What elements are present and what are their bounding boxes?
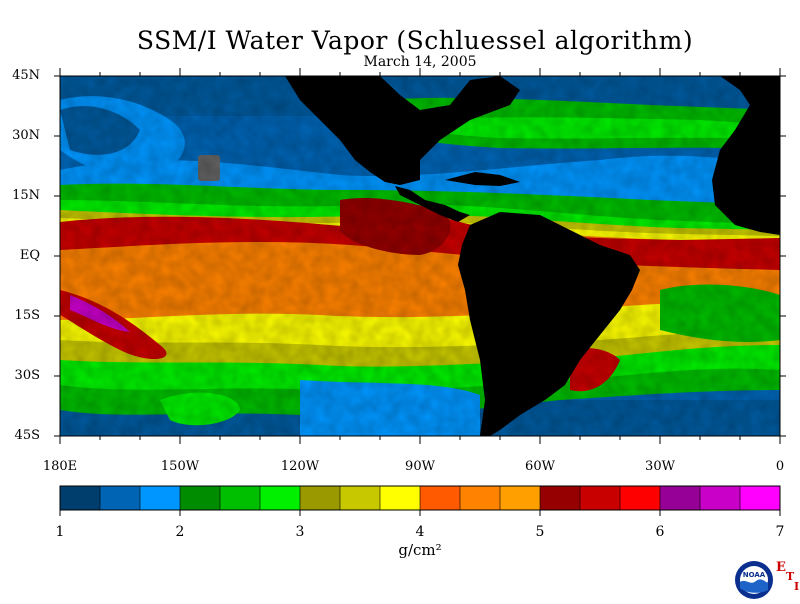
latitude-label: 45S: [14, 428, 40, 443]
map-title: SSM/I Water Vapor (Schluessel algorithm): [136, 26, 694, 55]
axis-ticks: [54, 68, 786, 444]
colorbar-swatch: [60, 486, 101, 510]
colorbar-tick-label: 6: [655, 524, 665, 540]
colorbar-swatch: [300, 486, 341, 510]
longitude-label: 90W: [405, 459, 435, 474]
latitude-label: 15S: [14, 308, 40, 323]
colorbar-swatch: [340, 486, 381, 510]
latitude-label: 30N: [12, 128, 40, 143]
colorbar-swatch: [740, 486, 781, 510]
map-date: March 14, 2005: [363, 54, 477, 70]
colorbar-swatch: [140, 486, 181, 510]
colorbar-swatch: [660, 486, 701, 510]
longitude-label: 180E: [42, 459, 78, 474]
colorbar-swatch: [500, 486, 541, 510]
colorbar-tick-label: 7: [775, 524, 785, 540]
colorbar-swatch: [220, 486, 261, 510]
eti-logo-e: E: [776, 560, 786, 575]
latitude-label: 15N: [12, 188, 40, 203]
longitude-label: 120W: [280, 459, 320, 474]
colorbar-swatch: [540, 486, 581, 510]
colorbar-tick-label: 3: [295, 524, 305, 540]
colorbar-swatch: [100, 486, 141, 510]
latitude-label: 30S: [14, 368, 40, 383]
colorbar-tick-label: 4: [415, 524, 425, 540]
colorbar-tick-label: 2: [175, 524, 185, 540]
longitude-label: 30W: [645, 459, 675, 474]
longitude-label: 150W: [160, 459, 200, 474]
colorbar-swatch: [420, 486, 461, 510]
colorbar-tick-label: 1: [55, 524, 65, 540]
eti-logo-t: T: [786, 570, 795, 583]
longitude-label: 0: [775, 459, 785, 474]
colorbar-swatch: [580, 486, 621, 510]
latitude-label: 45N: [12, 68, 40, 83]
latitude-label: EQ: [19, 248, 40, 263]
colorbar: [59, 485, 781, 516]
colorbar-swatch: [620, 486, 661, 510]
svg-text:NOAA: NOAA: [743, 571, 766, 579]
eti-logo-i: I: [794, 580, 800, 593]
colorbar-swatch: [460, 486, 501, 510]
colorbar-swatch: [260, 486, 301, 510]
colorbar-units: g/cm²: [398, 541, 442, 559]
map-field: [60, 76, 780, 436]
noaa-logo: NOAA: [734, 560, 774, 600]
longitude-label: 60W: [525, 459, 555, 474]
colorbar-swatch: [180, 486, 221, 510]
colorbar-swatch: [380, 486, 421, 510]
colorbar-tick-label: 5: [535, 524, 545, 540]
colorbar-swatch: [700, 486, 741, 510]
